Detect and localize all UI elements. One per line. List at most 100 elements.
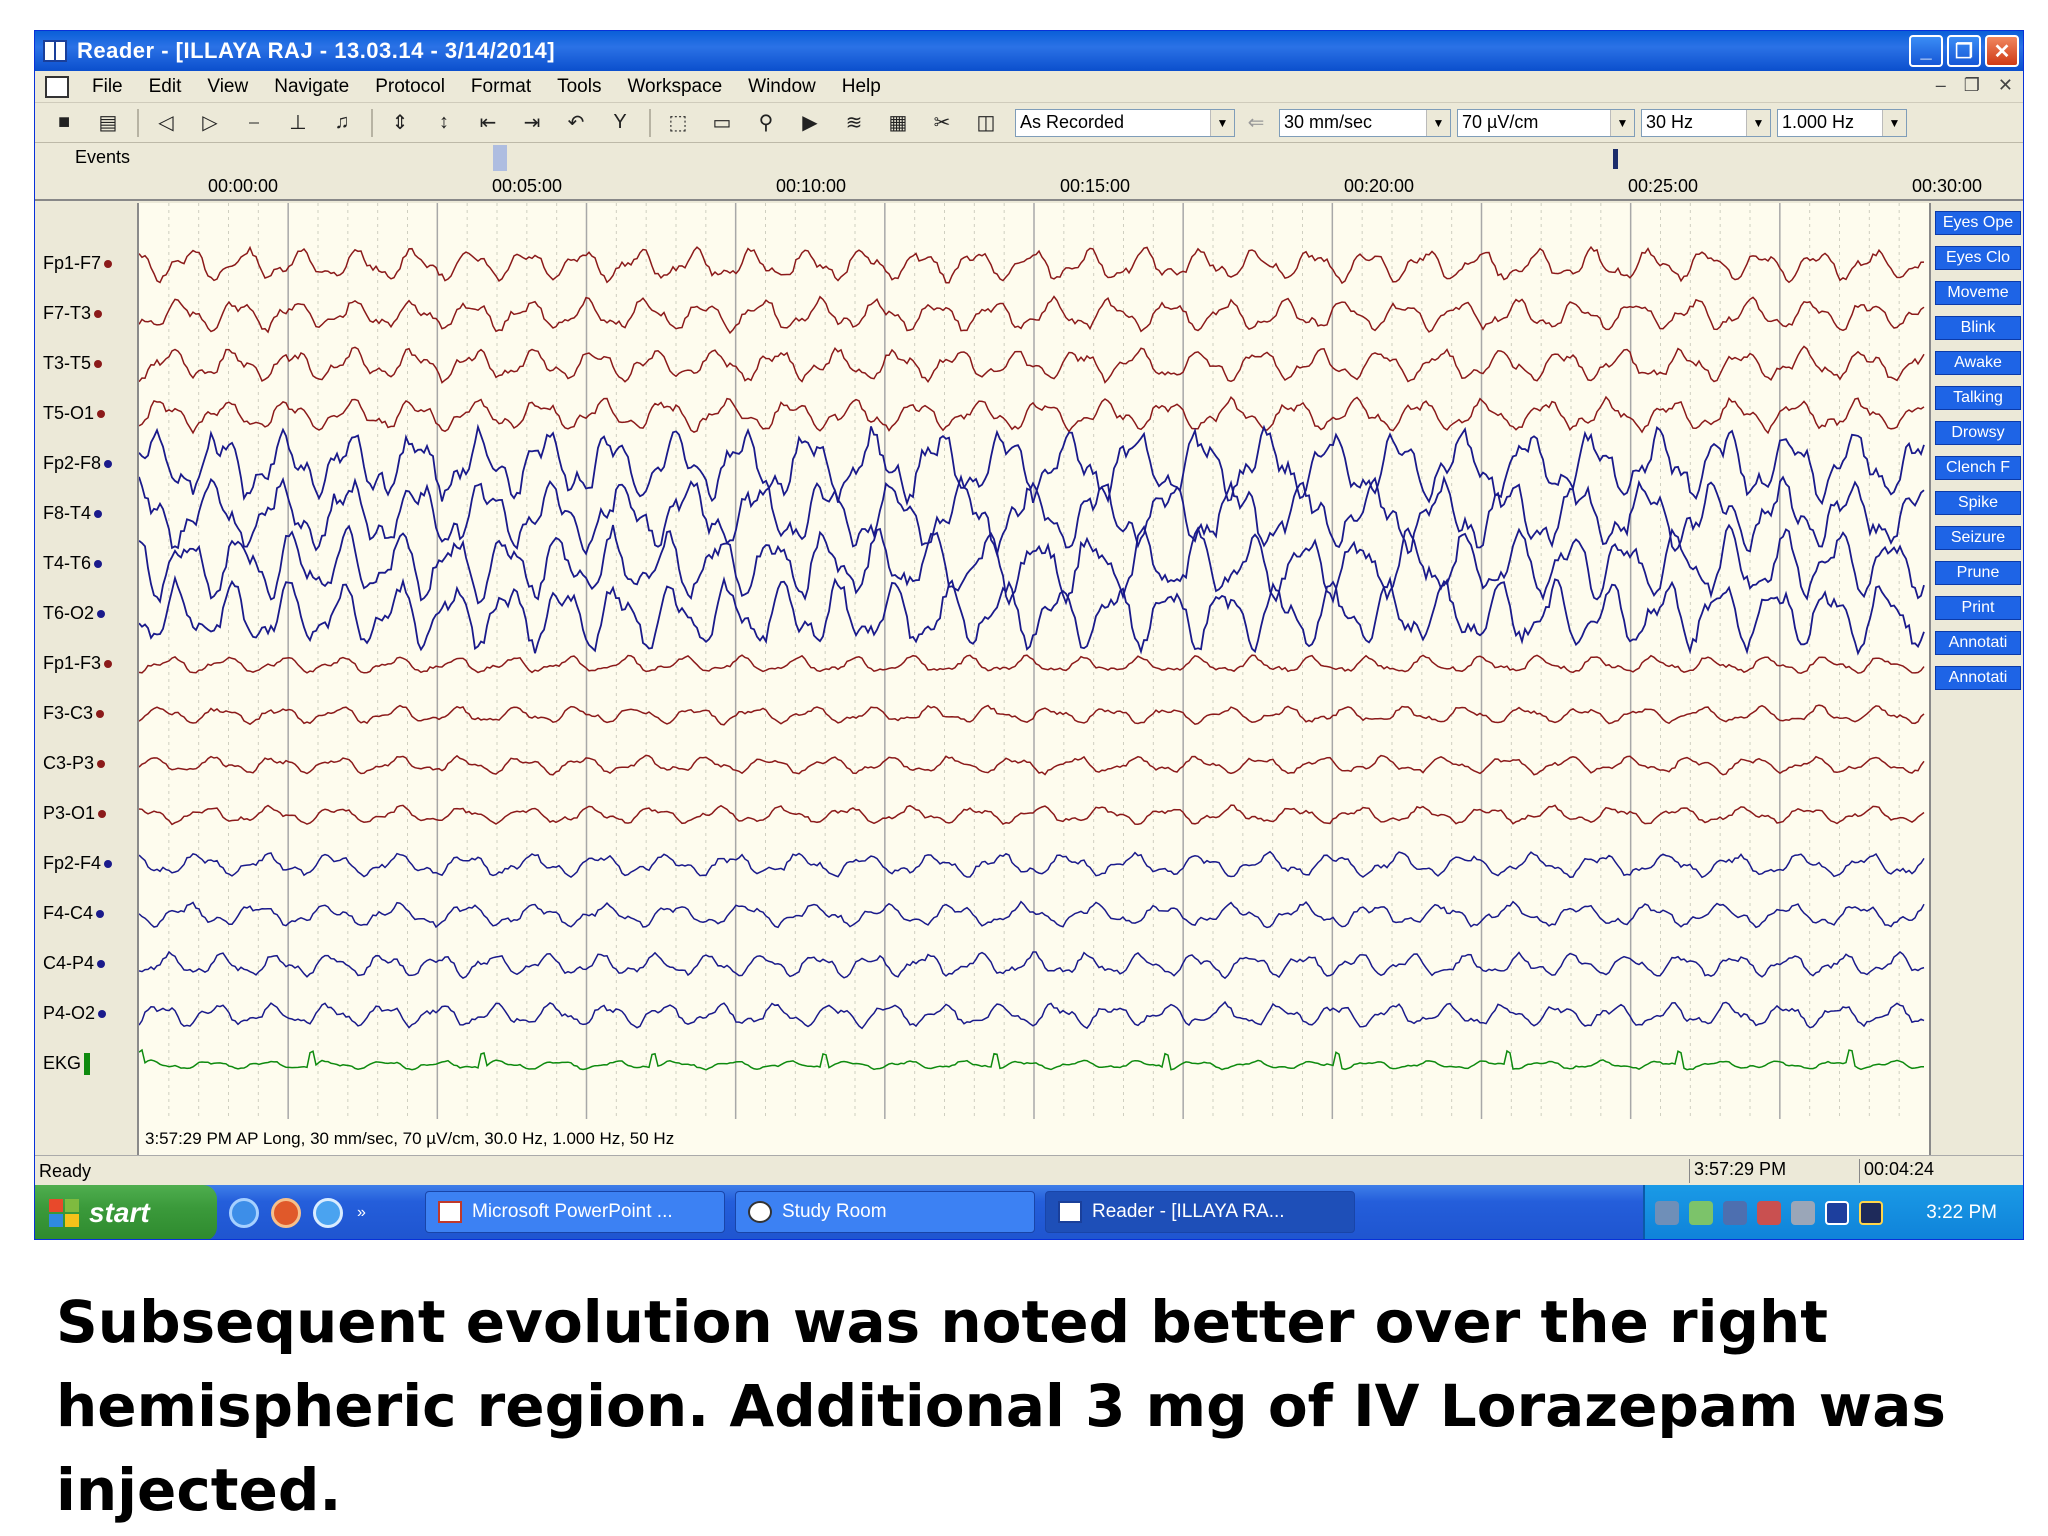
arrow-left-icon[interactable]: ⇐: [1247, 112, 1265, 134]
annotation-button[interactable]: Eyes Clo: [1935, 246, 2021, 270]
event-marker[interactable]: [1613, 149, 1618, 169]
channel-label[interactable]: Fp2-F4: [43, 853, 113, 874]
channel-label[interactable]: P4-O2: [43, 1003, 107, 1024]
expand-vertical-icon[interactable]: ⇕: [391, 112, 409, 134]
annotation-button[interactable]: Clench F: [1935, 456, 2021, 480]
channel-label[interactable]: Fp1-F3: [43, 653, 113, 674]
document-icon[interactable]: [45, 75, 69, 98]
channel-label[interactable]: F3-C3: [43, 703, 105, 724]
speed-select[interactable]: 30 mm/sec ▼: [1279, 108, 1451, 137]
chevron-down-icon[interactable]: ▼: [1882, 109, 1906, 136]
step-icon[interactable]: ⊥: [289, 112, 307, 134]
baseline-icon[interactable]: ⎯: [249, 111, 259, 133]
expand-horizontal-icon[interactable]: ⇥: [523, 112, 541, 134]
page-forward-icon[interactable]: ▷: [202, 112, 218, 134]
security-icon[interactable]: [1689, 1201, 1713, 1225]
channel-label[interactable]: T5-O1: [43, 403, 106, 424]
minimize-button[interactable]: _: [1909, 35, 1943, 67]
annotation-button[interactable]: Annotati: [1935, 666, 2021, 690]
annotation-button[interactable]: Annotati: [1935, 631, 2021, 655]
channel-label[interactable]: C4-P4: [43, 953, 106, 974]
doc-minimize-icon[interactable]: –: [1935, 75, 1946, 95]
menu-navigate[interactable]: Navigate: [274, 75, 350, 97]
window-icon[interactable]: ◫: [976, 112, 996, 134]
eeg-trace: [139, 295, 1925, 335]
chevron-down-icon[interactable]: ▼: [1426, 109, 1450, 136]
print-icon[interactable]: ▤: [98, 112, 118, 134]
chevron-down-icon[interactable]: ▼: [1610, 109, 1634, 136]
channel-label[interactable]: T6-O2: [43, 603, 106, 624]
compress-vertical-icon[interactable]: ↕: [439, 111, 449, 133]
annotation-button[interactable]: Talking: [1935, 386, 2021, 410]
chevron-down-icon[interactable]: ▼: [1746, 109, 1770, 136]
menu-edit[interactable]: Edit: [148, 75, 182, 97]
eeg-trace-area[interactable]: 3:57:29 PM AP Long, 30 mm/sec, 70 µV/cm,…: [139, 203, 1929, 1155]
annotation-button[interactable]: Eyes Ope: [1935, 211, 2021, 235]
annotation-button[interactable]: Awake: [1935, 351, 2021, 375]
channel-label[interactable]: T4-T6: [43, 553, 103, 574]
channel-label[interactable]: Fp1-F7: [43, 253, 113, 274]
cut-icon[interactable]: ✂: [933, 112, 951, 134]
chevron-down-icon[interactable]: ▼: [1210, 109, 1234, 136]
select-region-icon[interactable]: ⬚: [668, 112, 688, 134]
rectangle-icon[interactable]: ▭: [712, 112, 732, 134]
task-reader[interactable]: Reader - [ILLAYA RA...: [1045, 1191, 1355, 1233]
menu-tools[interactable]: Tools: [557, 75, 602, 97]
monitor-icon[interactable]: [1825, 1201, 1849, 1225]
channel-label[interactable]: EKG: [43, 1053, 91, 1076]
channel-label[interactable]: Fp2-F8: [43, 453, 113, 474]
network-disconnected-icon[interactable]: [1655, 1201, 1679, 1225]
network-error-icon[interactable]: [1757, 1201, 1781, 1225]
browser-icon[interactable]: [313, 1198, 343, 1228]
page-back-icon[interactable]: ◁: [158, 112, 174, 134]
annotation-button[interactable]: Prune: [1935, 561, 2021, 585]
channel-label[interactable]: F4-C4: [43, 903, 105, 924]
media-player-icon[interactable]: [271, 1198, 301, 1228]
menu-protocol[interactable]: Protocol: [375, 75, 445, 97]
annotation-button[interactable]: Drowsy: [1935, 421, 2021, 445]
channel-label[interactable]: C3-P3: [43, 753, 106, 774]
save-icon[interactable]: ■: [57, 111, 71, 133]
menu-window[interactable]: Window: [748, 75, 816, 97]
menu-view[interactable]: View: [207, 75, 249, 97]
doc-close-icon[interactable]: ✕: [1997, 75, 2013, 95]
start-button[interactable]: start: [35, 1185, 217, 1239]
calculator-icon[interactable]: ▦: [888, 112, 908, 134]
video-icon[interactable]: ▶: [802, 112, 818, 134]
zoom-icon[interactable]: ⚲: [758, 112, 774, 134]
filter-icon[interactable]: Y: [613, 111, 627, 133]
menu-workspace[interactable]: Workspace: [627, 75, 723, 97]
network-icon[interactable]: [1723, 1201, 1747, 1225]
annotation-button[interactable]: Spike: [1935, 491, 2021, 515]
menu-format[interactable]: Format: [470, 75, 532, 97]
annotation-button[interactable]: Seizure: [1935, 526, 2021, 550]
time-ruler[interactable]: 00:00:00 00:05:00 00:10:00 00:15:00 00:2…: [35, 171, 2023, 201]
channel-label[interactable]: T3-T5: [43, 353, 103, 374]
restore-button[interactable]: ❐: [1947, 35, 1981, 67]
annotation-button[interactable]: Print: [1935, 596, 2021, 620]
channel-label[interactable]: F7-T3: [43, 303, 103, 324]
sensitivity-select[interactable]: 70 µV/cm ▼: [1457, 108, 1635, 137]
low-filter-select[interactable]: 1.000 Hz ▼: [1777, 108, 1907, 137]
doc-restore-icon[interactable]: ❐: [1963, 75, 1980, 95]
more-quicklaunch-icon[interactable]: »: [357, 1204, 366, 1221]
annotation-button[interactable]: Moveme: [1935, 281, 2021, 305]
menu-help[interactable]: Help: [841, 75, 881, 97]
volume-icon[interactable]: [1791, 1201, 1815, 1225]
wireless-icon[interactable]: [1859, 1201, 1883, 1225]
annotation-button[interactable]: Blink: [1935, 316, 2021, 340]
audio-icon[interactable]: ♫: [334, 111, 350, 133]
channel-label[interactable]: F8-T4: [43, 503, 103, 524]
channel-label[interactable]: P3-O1: [43, 803, 107, 824]
close-button[interactable]: ✕: [1985, 35, 2019, 67]
internet-explorer-icon[interactable]: [229, 1198, 259, 1228]
compress-horizontal-icon[interactable]: ⇤: [479, 112, 497, 134]
high-filter-select[interactable]: 30 Hz ▼: [1641, 108, 1771, 137]
montage-select[interactable]: As Recorded ▼: [1015, 108, 1235, 137]
menu-file[interactable]: File: [92, 75, 123, 97]
task-powerpoint[interactable]: Microsoft PowerPoint ...: [425, 1191, 725, 1233]
task-study-room[interactable]: Study Room: [735, 1191, 1035, 1233]
undo-icon[interactable]: ↶: [567, 112, 585, 134]
montage-icon[interactable]: ≋: [845, 112, 863, 134]
title-bar[interactable]: Reader - [ILLAYA RAJ - 13.03.14 - 3/14/2…: [35, 31, 2023, 71]
